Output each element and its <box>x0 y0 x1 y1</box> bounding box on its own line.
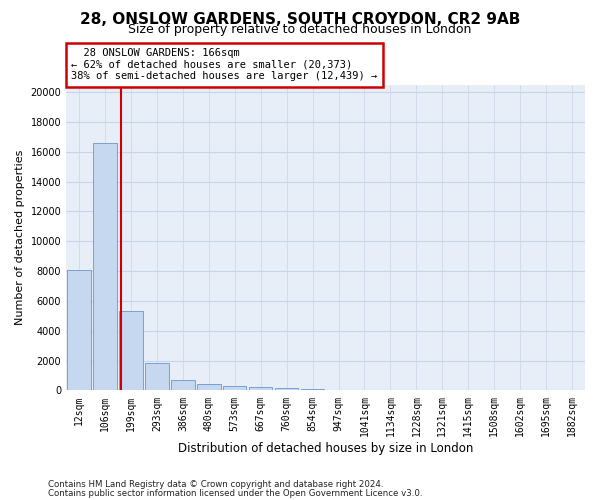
Bar <box>94 142 117 390</box>
Text: 28, ONSLOW GARDENS, SOUTH CROYDON, CR2 9AB: 28, ONSLOW GARDENS, SOUTH CROYDON, CR2 9… <box>80 12 520 28</box>
Bar <box>119 310 143 390</box>
X-axis label: Distribution of detached houses by size in London: Distribution of detached houses by size … <box>178 442 473 455</box>
Text: 28 ONSLOW GARDENS: 166sqm
← 62% of detached houses are smaller (20,373)
38% of s: 28 ONSLOW GARDENS: 166sqm ← 62% of detac… <box>71 48 377 82</box>
Bar <box>171 380 194 390</box>
Text: Size of property relative to detached houses in London: Size of property relative to detached ho… <box>128 22 472 36</box>
Bar <box>301 389 324 390</box>
Bar <box>145 363 169 390</box>
Bar <box>249 388 272 390</box>
Bar <box>275 388 298 390</box>
Bar <box>197 384 221 390</box>
Text: Contains HM Land Registry data © Crown copyright and database right 2024.: Contains HM Land Registry data © Crown c… <box>48 480 383 489</box>
Bar <box>67 270 91 390</box>
Bar <box>223 386 247 390</box>
Text: Contains public sector information licensed under the Open Government Licence v3: Contains public sector information licen… <box>48 489 422 498</box>
Y-axis label: Number of detached properties: Number of detached properties <box>15 150 25 325</box>
